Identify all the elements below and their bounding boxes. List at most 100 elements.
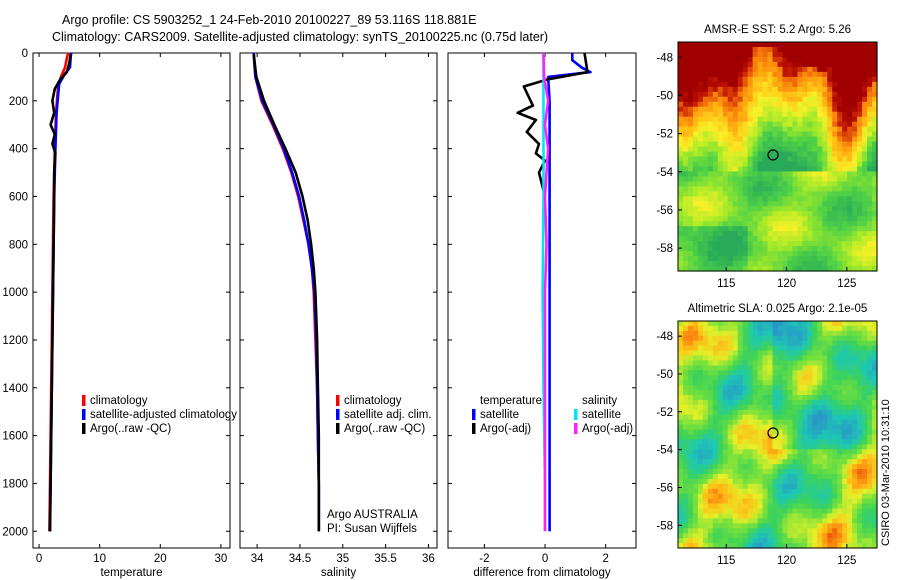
heatmap-cell: [707, 236, 714, 242]
heatmap-cell: [682, 86, 689, 93]
heatmap-cell: [678, 161, 684, 168]
heatmap-cell: [872, 211, 878, 217]
heatmap-cell: [797, 444, 803, 450]
heatmap-cell: [742, 439, 749, 445]
heatmap-cell: [762, 395, 769, 401]
heatmap-cell: [722, 360, 729, 367]
heatmap-cell: [872, 335, 878, 342]
heatmap-cell: [682, 241, 689, 247]
x-tick-label: 34.5: [289, 553, 311, 565]
heatmap-cell: [772, 51, 779, 58]
heatmap-cell: [822, 186, 828, 192]
heatmap-cell: [752, 483, 759, 490]
heatmap-cell: [792, 375, 798, 381]
heatmap-cell: [822, 330, 828, 337]
heatmap-cell: [807, 424, 813, 431]
heatmap-cell: [802, 126, 808, 133]
argo-location-marker: [767, 149, 779, 161]
heatmap-cell: [817, 375, 823, 381]
heatmap-cell: [797, 56, 803, 63]
heatmap-cell: [742, 360, 749, 367]
heatmap-cell: [707, 444, 714, 450]
heatmap-cell: [862, 111, 868, 118]
heatmap-cell: [837, 488, 843, 495]
heatmap-cell: [837, 196, 843, 202]
heatmap-cell: [757, 360, 764, 367]
heatmap-cell: [732, 51, 739, 58]
heatmap-cell: [767, 101, 774, 108]
heatmap-cell: [782, 246, 789, 252]
heatmap-cell: [752, 335, 759, 342]
heatmap-cell: [727, 464, 734, 470]
heatmap-cell: [817, 538, 823, 544]
heatmap-cell: [827, 246, 833, 252]
heatmap-cell: [832, 444, 838, 450]
heatmap-cell: [717, 42, 724, 48]
heatmap-cell: [697, 146, 704, 153]
heatmap-cell: [792, 365, 798, 371]
heatmap-cell: [777, 390, 784, 396]
heatmap-cell: [797, 473, 803, 480]
heatmap-cell: [752, 201, 759, 207]
heatmap-cell: [732, 429, 739, 436]
heatmap-cell: [727, 66, 734, 73]
heatmap-cell: [842, 136, 848, 143]
heatmap-cell: [872, 231, 878, 237]
heatmap-cell: [737, 360, 744, 367]
heatmap-cell: [678, 266, 684, 272]
heatmap-cell: [742, 131, 749, 138]
heatmap-cell: [827, 498, 833, 505]
heatmap-cell: [792, 523, 798, 529]
heatmap-cell: [797, 61, 803, 68]
heatmap-cell: [772, 211, 779, 217]
heatmap-cell: [717, 503, 724, 510]
heatmap-cell: [802, 181, 808, 187]
heatmap-cell: [707, 370, 714, 376]
heatmap-cell: [837, 459, 843, 465]
heatmap-cell: [797, 355, 803, 362]
heatmap-cell: [792, 61, 798, 68]
heatmap-cell: [862, 66, 868, 73]
heatmap-cell: [742, 266, 749, 272]
heatmap-cell: [837, 523, 843, 529]
heatmap-cell: [732, 439, 739, 445]
heatmap-cell: [807, 256, 813, 262]
heatmap-cell: [692, 101, 699, 108]
heatmap-cell: [797, 459, 803, 465]
heatmap-cell: [827, 226, 833, 232]
heatmap-cell: [842, 231, 848, 237]
heatmap-cell: [747, 414, 754, 421]
heatmap-cell: [697, 86, 704, 93]
heatmap-cell: [678, 156, 684, 163]
heatmap-cell: [862, 444, 868, 450]
heatmap-cell: [792, 161, 798, 168]
heatmap-cell: [817, 380, 823, 386]
heatmap-cell: [757, 136, 764, 143]
heatmap-cell: [772, 493, 779, 500]
heatmap-cell: [817, 176, 823, 182]
heatmap-cell: [707, 141, 714, 148]
heatmap-cell: [772, 538, 779, 544]
heatmap-cell: [732, 101, 739, 108]
heatmap-cell: [842, 86, 848, 93]
heatmap-cell: [687, 171, 694, 178]
heatmap-cell: [772, 181, 779, 187]
heatmap-cell: [742, 513, 749, 519]
heatmap-cell: [812, 116, 818, 123]
heatmap-cell: [678, 261, 684, 267]
heatmap-cell: [792, 236, 798, 242]
heatmap-cell: [727, 106, 734, 113]
heatmap-cell: [812, 161, 818, 168]
heatmap-cell: [772, 86, 779, 93]
heatmap-cell: [772, 454, 779, 460]
heatmap-cell: [737, 370, 744, 376]
heatmap-cell: [697, 409, 704, 416]
heatmap-cell: [797, 181, 803, 187]
heatmap-cell: [687, 508, 694, 515]
heatmap-cell: [772, 96, 779, 103]
heatmap-cell: [772, 370, 779, 376]
heatmap-cell: [742, 81, 749, 88]
heatmap-cell: [777, 404, 784, 411]
heatmap-cell: [692, 414, 699, 421]
heatmap-cell: [707, 404, 714, 411]
